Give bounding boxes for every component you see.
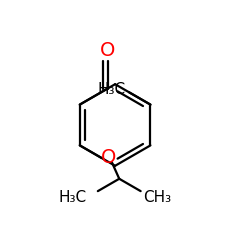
Text: H₃C: H₃C	[97, 82, 125, 97]
Text: H₃C: H₃C	[58, 190, 87, 205]
Text: O: O	[100, 42, 115, 60]
Text: O: O	[100, 148, 116, 167]
Text: CH₃: CH₃	[143, 190, 171, 205]
